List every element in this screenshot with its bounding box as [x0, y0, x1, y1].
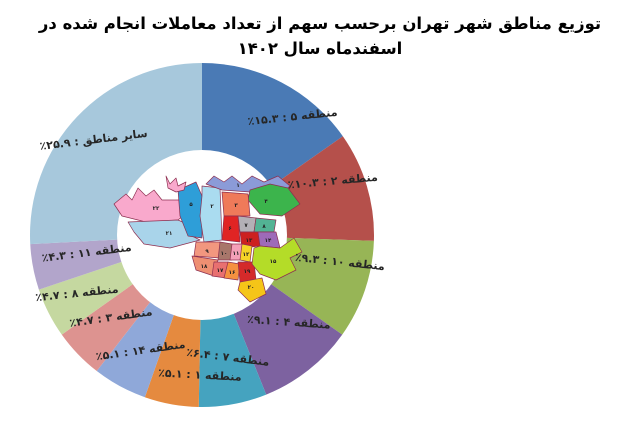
map-district-number: ۹	[205, 249, 209, 255]
map-district	[165, 175, 187, 193]
map-district-number: ۱۲	[243, 252, 250, 258]
segment-label: منطقه ۱ : ۵.۱٪	[158, 366, 242, 383]
map-district-number: ۴	[264, 199, 268, 205]
map-district-number: ۲	[210, 204, 214, 210]
map-district-number: ۵	[189, 202, 193, 208]
map-district	[177, 181, 203, 239]
map-district-number: ۲۱	[166, 231, 173, 237]
map-district-number: ۱۳	[246, 238, 253, 244]
map-district-number: ۸	[262, 224, 266, 230]
segment-label: منطقه ۴ : ۹.۱٪	[247, 313, 331, 332]
map-district	[223, 261, 241, 281]
map-district-number: ۲۰	[248, 285, 255, 291]
map-district-number: ۱۸	[201, 264, 208, 270]
map-district	[221, 215, 241, 243]
map-district-number: ۶	[228, 226, 231, 232]
map-district-number: ۷	[244, 223, 248, 229]
map-district-number: ۱۷	[217, 268, 224, 274]
map-district	[251, 237, 303, 281]
map-district-number: ۱۴	[265, 238, 272, 244]
map-district-number: ۱۰	[221, 251, 228, 257]
map-district-number: ۳	[234, 203, 238, 209]
map-district-number: ۱	[236, 183, 239, 189]
map-district-number: ۱۹	[244, 269, 251, 275]
map-district	[247, 183, 301, 217]
map-district	[221, 191, 251, 217]
map-district-number: ۲۲	[153, 206, 160, 212]
map-district-number: ۱۵	[270, 259, 277, 265]
chart-title: توزیع مناطق شهر تهران برحسب سهم از تعداد…	[38, 14, 602, 58]
map-district	[199, 185, 223, 243]
map-district-number: ۱۱	[233, 251, 240, 257]
map-district	[237, 277, 267, 303]
map-district-number: ۱۶	[229, 270, 236, 276]
